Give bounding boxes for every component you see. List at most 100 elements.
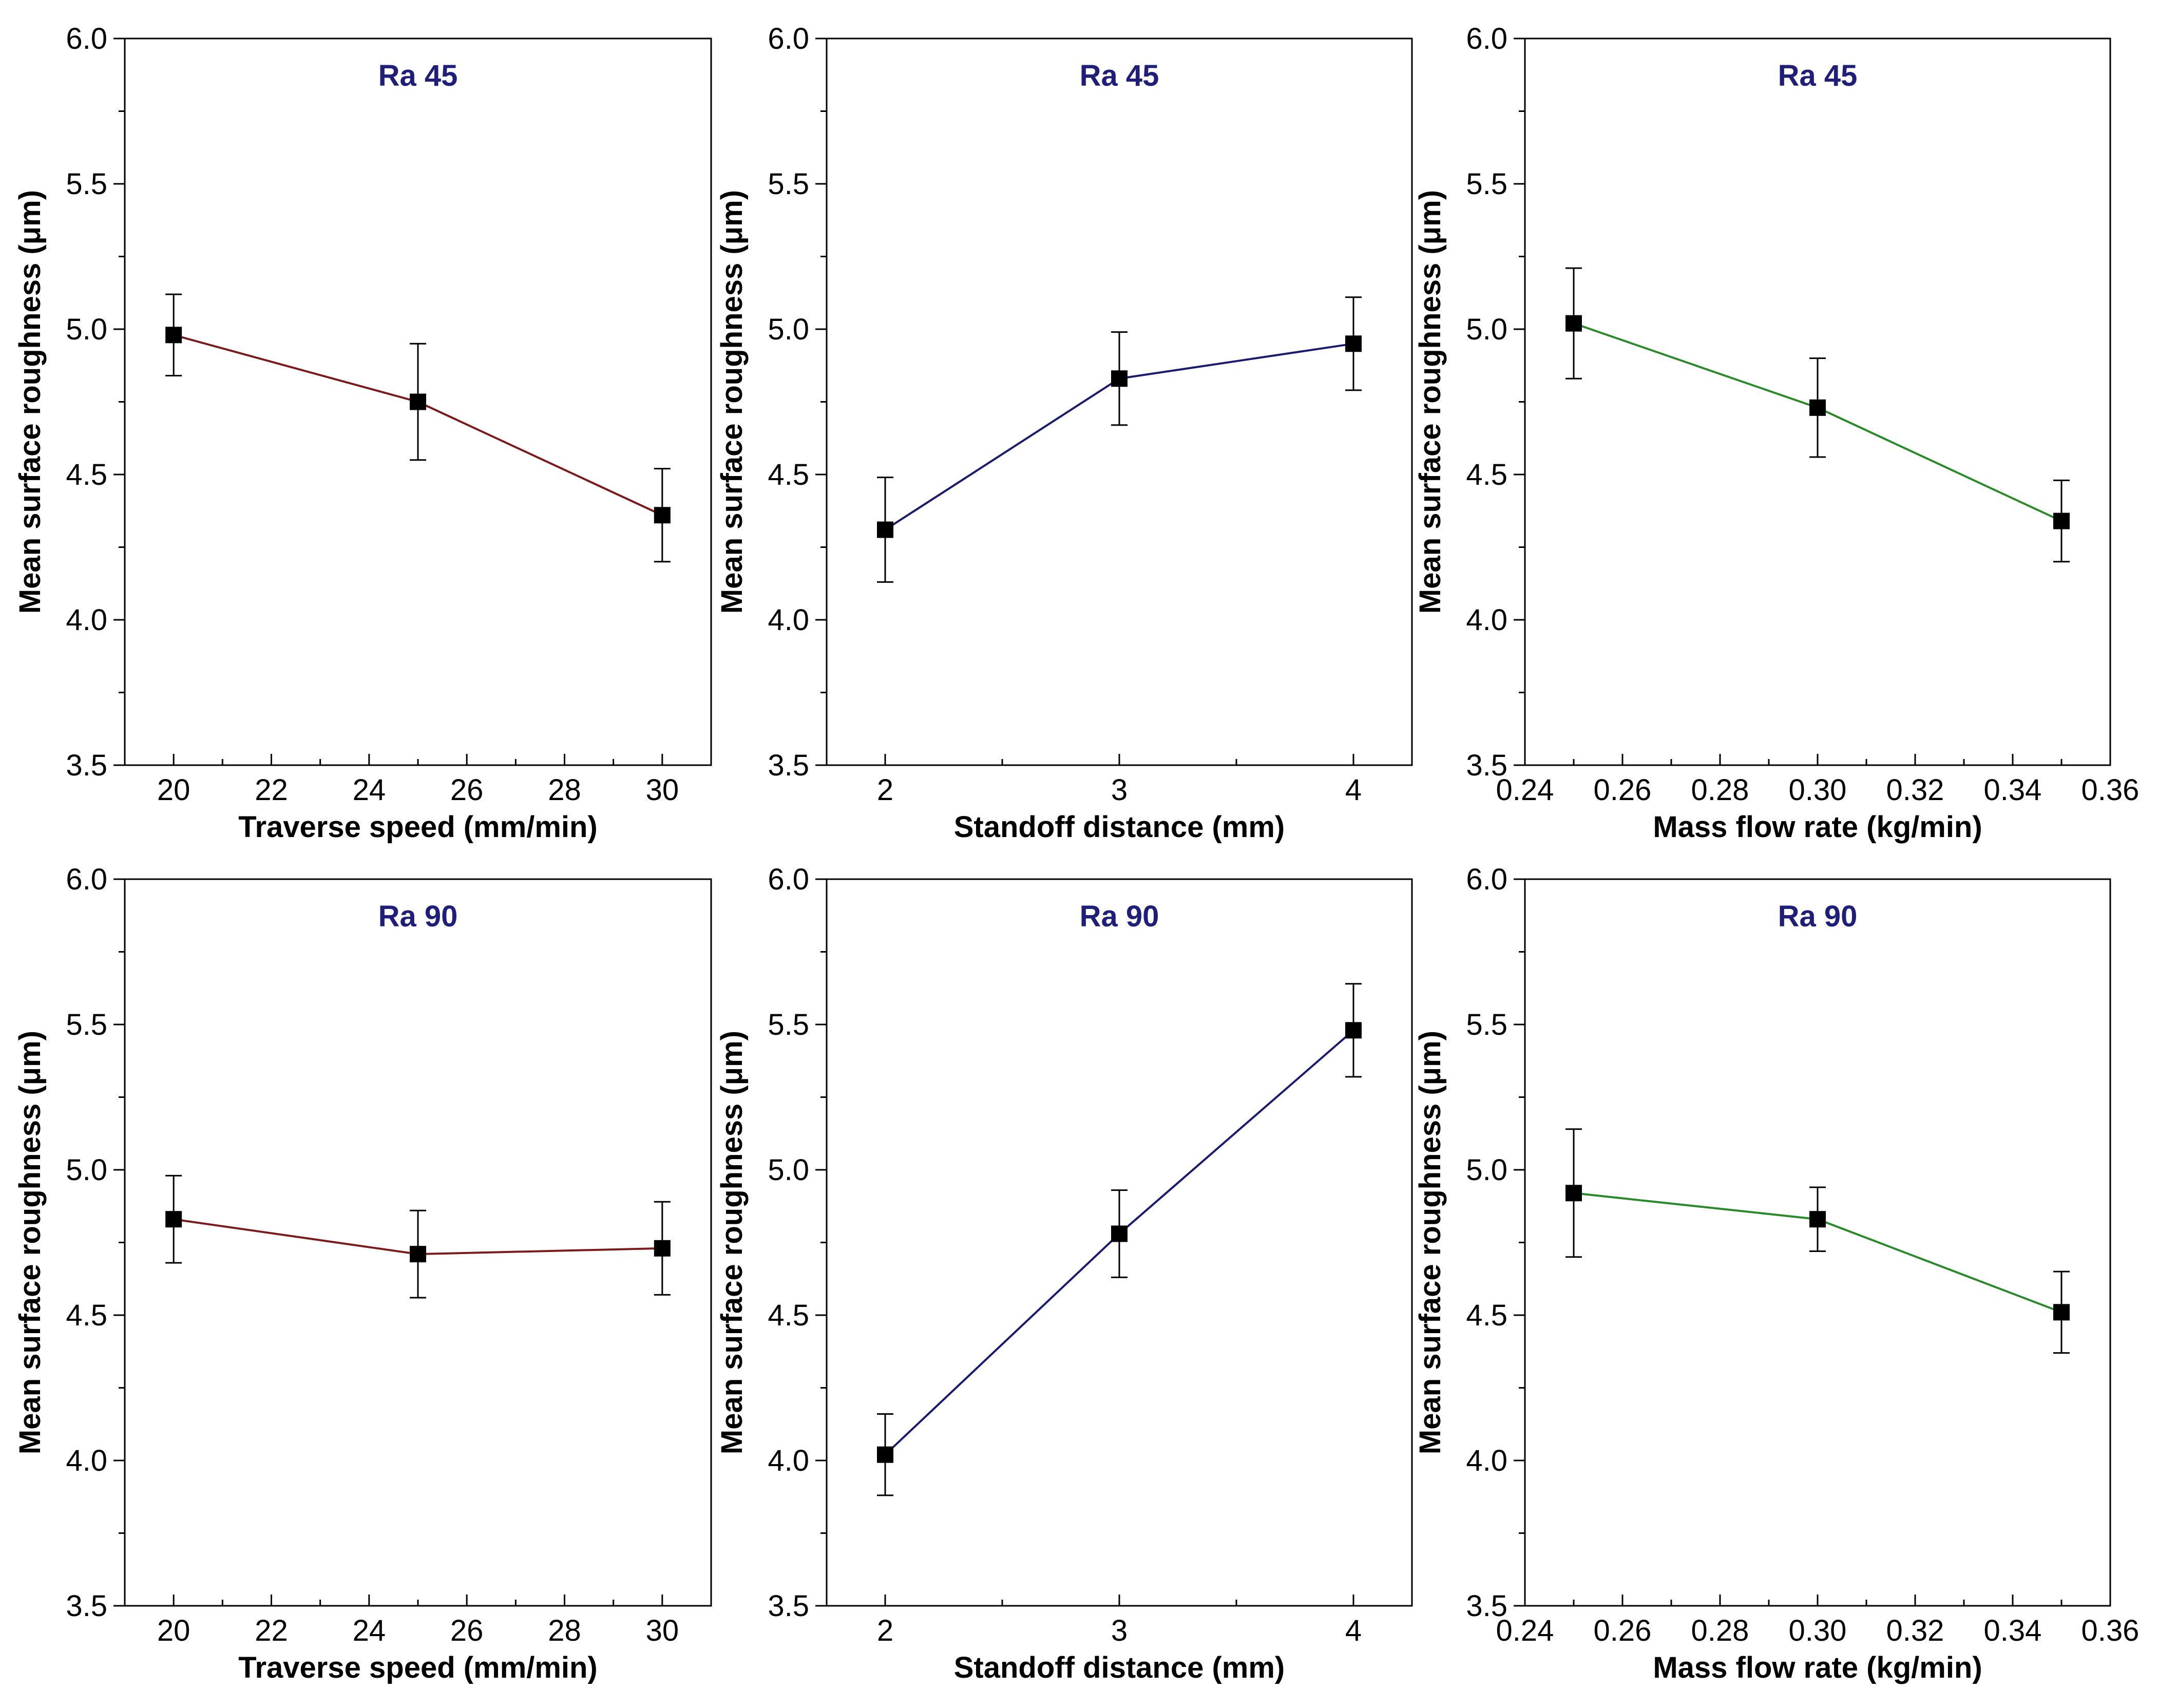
y-tick-label: 4.0	[66, 603, 107, 637]
x-tick-label: 0.36	[2081, 1614, 2140, 1647]
panel-title: Ra 45	[1080, 59, 1159, 92]
y-tick-label: 5.5	[1466, 1008, 1507, 1041]
y-tick-label: 4.0	[768, 1444, 809, 1477]
y-tick-label: 6.0	[66, 22, 107, 55]
chart-panel-3: 0.24 0.26 0.28 0.30 0.32 0.34 0.36 3.5 4.0 4.5 5.0…	[1414, 22, 2139, 844]
x-tick-label: 0.28	[1691, 1614, 1749, 1647]
panel-title: Ra 90	[1080, 900, 1159, 933]
panel-title: Ra 45	[1778, 59, 1858, 92]
y-axis-title: Mean surface roughness (μm)	[1414, 190, 1447, 614]
x-tick-label: 30	[646, 773, 679, 807]
data-point-marker	[654, 1240, 671, 1257]
data-point-marker	[2053, 513, 2070, 529]
y-axis-title: Mean surface roughness (μm)	[1414, 1031, 1447, 1454]
x-axis-title: Mass flow rate (kg/min)	[1653, 1651, 1982, 1684]
x-tick-label: 3	[1111, 1614, 1128, 1647]
x-axis-title: Mass flow rate (kg/min)	[1653, 810, 1982, 844]
x-tick-label: 24	[353, 773, 386, 807]
y-tick-label: 5.0	[768, 313, 809, 346]
y-tick-label: 4.5	[1466, 1299, 1507, 1332]
x-tick-label: 0.30	[1789, 773, 1847, 807]
data-point-marker	[165, 1211, 182, 1228]
y-axis-title: Mean surface roughness (μm)	[715, 190, 749, 614]
x-tick-label: 26	[450, 1614, 484, 1647]
y-tick-label: 5.0	[66, 313, 107, 346]
y-axis-title: Mean surface roughness (μm)	[13, 1031, 47, 1454]
y-tick-label: 3.5	[768, 749, 809, 782]
y-tick-label: 3.5	[768, 1589, 809, 1623]
x-tick-label: 24	[353, 1614, 386, 1647]
x-tick-label: 0.26	[1594, 773, 1652, 807]
x-axis-title: Standoff distance (mm)	[954, 810, 1285, 844]
y-tick-label: 5.0	[768, 1153, 809, 1187]
data-point-marker	[410, 393, 426, 410]
x-tick-label: 0.28	[1691, 773, 1749, 807]
x-tick-label: 20	[157, 773, 190, 807]
x-tick-label: 22	[255, 1614, 288, 1647]
x-tick-label: 0.30	[1789, 1614, 1847, 1647]
y-tick-label: 5.0	[66, 1153, 107, 1187]
data-point-marker	[1809, 399, 1826, 416]
x-tick-label: 0.36	[2081, 773, 2140, 807]
x-tick-label: 28	[548, 1614, 581, 1647]
y-tick-label: 5.0	[1466, 1153, 1507, 1187]
x-tick-label: 22	[255, 773, 288, 807]
y-tick-label: 5.5	[768, 167, 809, 201]
y-tick-label: 4.0	[1466, 1444, 1507, 1477]
y-tick-label: 5.5	[1466, 167, 1507, 201]
x-axis-title: Traverse speed (mm/min)	[238, 1651, 598, 1684]
y-tick-label: 5.5	[768, 1008, 809, 1041]
y-tick-label: 4.5	[66, 1299, 107, 1332]
x-tick-label: 0.24	[1496, 1614, 1554, 1647]
chart-panel-2: 2 3 4 3.5 4.0 4.5 5.0 5.5 6.0 Standoff distance (…	[715, 22, 1413, 844]
data-point-marker	[1111, 1225, 1128, 1242]
data-point-marker	[410, 1246, 426, 1263]
chart-panel-4: 20 22 24 26 28 30 3.5 4.0 4.5 5.0 5.5 6.0 Traverse s…	[13, 863, 712, 1684]
chart-panel-5: 2 3 4 3.5 4.0 4.5 5.0 5.5 6.0 Standoff distance (…	[715, 863, 1413, 1684]
data-point-marker	[165, 327, 182, 344]
y-tick-label: 4.0	[1466, 603, 1507, 637]
data-point-marker	[1809, 1211, 1826, 1228]
x-tick-label: 0.24	[1496, 773, 1554, 807]
x-tick-label: 28	[548, 773, 581, 807]
x-tick-label: 4	[1345, 773, 1362, 807]
y-tick-label: 5.0	[1466, 313, 1507, 346]
x-tick-label: 30	[646, 1614, 679, 1647]
y-tick-label: 4.5	[1466, 458, 1507, 491]
y-tick-label: 6.0	[768, 22, 809, 55]
y-tick-label: 3.5	[1466, 1589, 1507, 1623]
chart-panel-1: 20 22 24 26 28 30 3.5 4.0 4.5 5.0 5.5 6.0 Traverse s…	[13, 22, 712, 844]
panel-title: Ra 90	[378, 900, 458, 933]
x-axis-title: Traverse speed (mm/min)	[238, 810, 598, 844]
x-tick-label: 4	[1345, 1614, 1362, 1647]
data-point-marker	[654, 507, 671, 524]
x-tick-label: 0.32	[1886, 1614, 1944, 1647]
x-tick-label: 0.34	[1984, 1614, 2042, 1647]
y-axis-title: Mean surface roughness (μm)	[715, 1031, 749, 1454]
y-tick-label: 6.0	[1466, 22, 1507, 55]
data-point-marker	[1565, 1185, 1582, 1202]
y-tick-label: 3.5	[1466, 749, 1507, 782]
y-tick-label: 4.5	[66, 458, 107, 491]
y-tick-label: 4.5	[768, 1299, 809, 1332]
panel-title: Ra 90	[1778, 900, 1858, 933]
x-tick-label: 0.26	[1594, 1614, 1652, 1647]
x-axis-title: Standoff distance (mm)	[954, 1651, 1285, 1684]
data-point-marker	[1111, 370, 1128, 387]
y-tick-label: 6.0	[1466, 863, 1507, 896]
panel-title: Ra 45	[378, 59, 458, 92]
x-tick-label: 0.34	[1984, 773, 2042, 807]
data-point-marker	[1345, 1022, 1362, 1039]
y-tick-label: 6.0	[66, 863, 107, 896]
y-tick-label: 5.5	[66, 167, 107, 201]
x-tick-label: 26	[450, 773, 484, 807]
data-point-marker	[1565, 315, 1582, 332]
x-tick-label: 0.32	[1886, 773, 1944, 807]
data-point-marker	[877, 1446, 893, 1463]
y-tick-label: 5.5	[66, 1008, 107, 1041]
data-point-marker	[1345, 335, 1362, 352]
x-tick-label: 3	[1111, 773, 1128, 807]
y-tick-label: 3.5	[66, 1589, 107, 1623]
y-tick-label: 4.5	[768, 458, 809, 491]
